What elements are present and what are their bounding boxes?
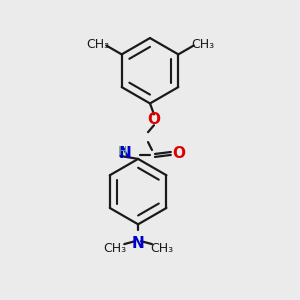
Text: CH₃: CH₃	[191, 38, 214, 51]
Text: CH₃: CH₃	[103, 242, 126, 255]
Text: CH₃: CH₃	[150, 242, 173, 255]
Text: H: H	[118, 146, 127, 158]
Text: N: N	[118, 146, 131, 161]
Text: O: O	[148, 112, 160, 127]
Text: N: N	[132, 236, 145, 251]
Text: CH₃: CH₃	[86, 38, 109, 51]
Text: O: O	[172, 146, 185, 161]
